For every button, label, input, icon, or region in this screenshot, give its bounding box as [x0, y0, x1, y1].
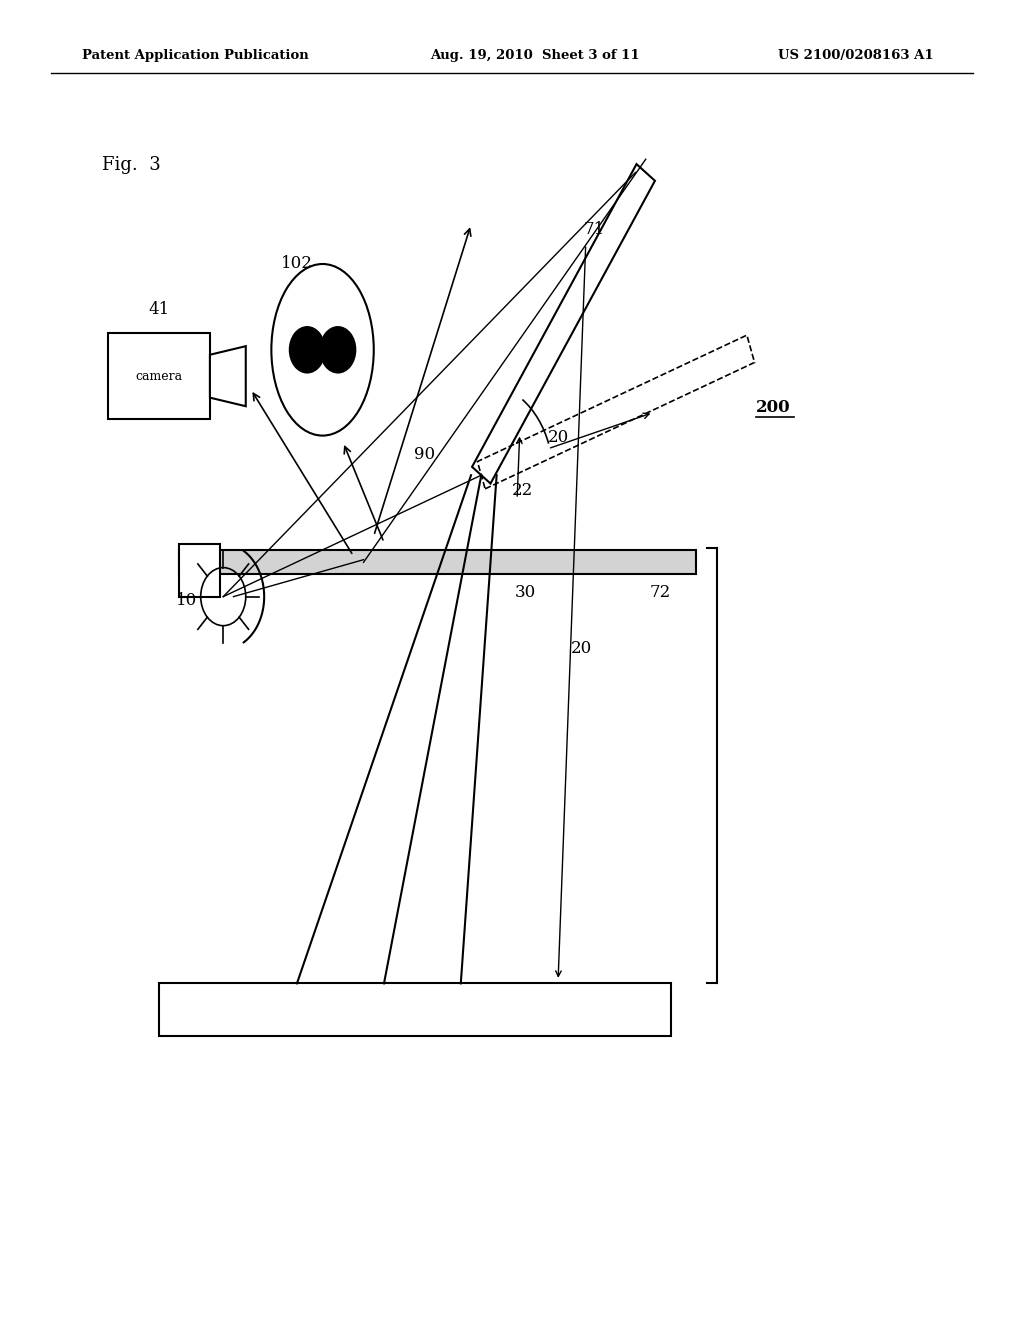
Polygon shape	[179, 544, 220, 597]
Text: Aug. 19, 2010  Sheet 3 of 11: Aug. 19, 2010 Sheet 3 of 11	[430, 49, 640, 62]
Text: 20: 20	[571, 640, 592, 657]
Ellipse shape	[271, 264, 374, 436]
Text: US 2100/0208163 A1: US 2100/0208163 A1	[778, 49, 934, 62]
Polygon shape	[159, 983, 671, 1036]
Text: 200: 200	[756, 399, 791, 416]
Text: Patent Application Publication: Patent Application Publication	[82, 49, 308, 62]
Text: 90: 90	[415, 446, 435, 463]
Text: 20: 20	[548, 429, 568, 446]
Polygon shape	[210, 346, 246, 407]
Text: camera: camera	[135, 370, 182, 383]
Text: 41: 41	[148, 301, 169, 318]
Text: 22: 22	[512, 482, 532, 499]
Text: Fig.  3: Fig. 3	[102, 156, 161, 174]
Polygon shape	[179, 550, 696, 574]
Text: 30: 30	[515, 583, 536, 601]
FancyBboxPatch shape	[108, 333, 210, 420]
Polygon shape	[472, 164, 655, 483]
Circle shape	[319, 326, 356, 374]
Circle shape	[289, 326, 326, 374]
Text: 72: 72	[650, 583, 671, 601]
Text: 102: 102	[281, 255, 313, 272]
Text: 10: 10	[176, 591, 197, 609]
Text: 71: 71	[584, 220, 604, 238]
